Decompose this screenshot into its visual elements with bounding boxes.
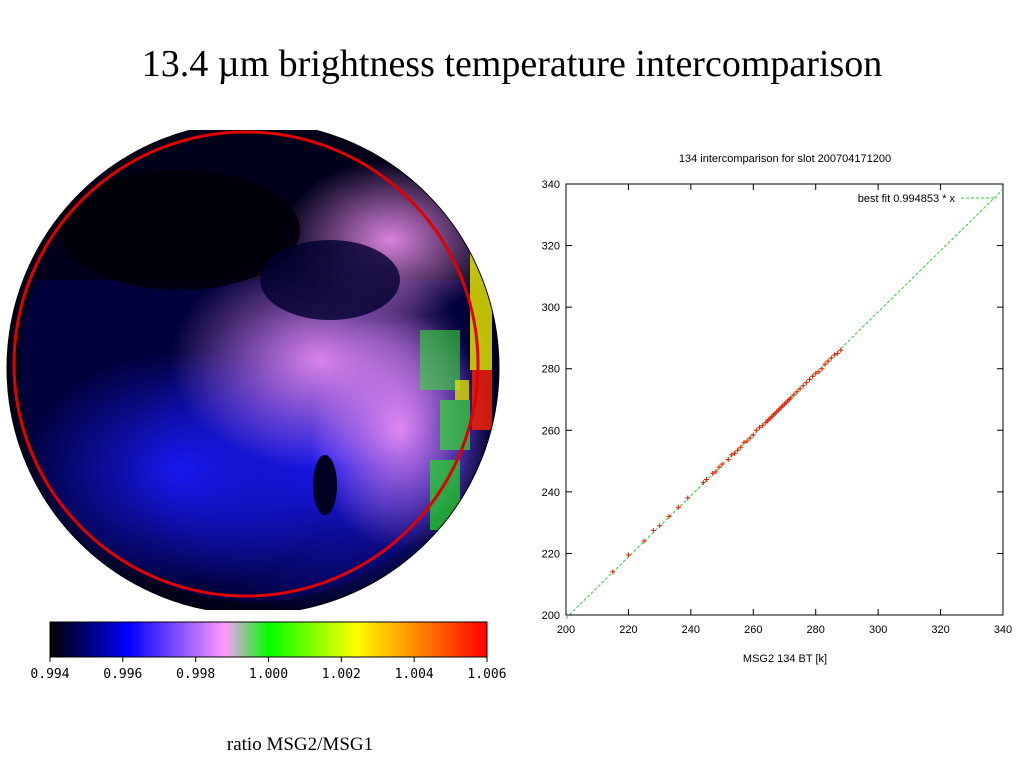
data-point [657,523,663,529]
y-tick-label: 300 [542,302,560,314]
x-axis-label: MSG2 134 BT [k] [743,653,827,665]
colorbar-tick-label: 0.996 [103,667,142,682]
data-point [744,438,750,444]
data-point [641,538,647,544]
x-tick-label: 220 [619,624,637,636]
x-tick-label: 340 [994,624,1012,636]
legend-label: best fit 0.994853 * x [858,193,956,205]
colorbar-tick-label: 1.004 [395,667,434,682]
data-point [803,380,809,386]
data-point [728,452,734,458]
data-point [788,395,794,401]
slide-title: 13.4 µm brightness temperature intercomp… [141,43,883,85]
data-point [685,495,691,501]
data-point [703,477,709,483]
colorbar-tick-label: 1.006 [467,667,506,682]
data-point [838,347,844,353]
colorbar-tick-label: 0.994 [30,667,69,682]
y-tick-label: 220 [542,548,560,560]
data-point [791,392,797,398]
data-point [716,464,722,470]
ratio-caption: ratio MSG2/MSG1 [226,734,374,755]
colorbar: 0.994 0.996 0.998 1.000 1.002 1.004 1.006 [30,621,507,682]
data-point [816,369,822,375]
scatter-chart: 134 intercomparison for slot 20070417120… [542,153,1013,665]
x-tick-label: 280 [807,624,825,636]
data-point [831,352,837,358]
data-point [757,424,763,430]
plot-frame [565,183,1004,616]
x-tick-label: 260 [744,624,762,636]
data-point [666,513,672,519]
disk-field [7,130,499,610]
colorbar-tick-label: 1.000 [249,667,288,682]
x-tick-label: 200 [557,624,575,636]
data-point [713,469,719,475]
data-point [797,386,803,392]
data-point [753,427,759,433]
y-tick-label: 200 [542,610,560,622]
y-tick-label: 340 [542,179,560,191]
chart-title: 134 intercomparison for slot 20070417120… [679,153,891,165]
data-point [835,350,841,356]
data-point [675,504,681,510]
y-tick-label: 260 [542,425,560,437]
data-point [750,432,756,438]
points-group [610,347,844,575]
data-point [700,480,706,486]
data-point [625,552,631,558]
ratio-disk-image [6,130,500,610]
y-tick-label: 240 [542,487,560,499]
data-point [725,457,731,463]
data-point [732,450,738,456]
data-point [819,366,825,372]
data-point [794,389,800,395]
data-point [747,435,753,441]
data-point [741,440,747,446]
axis-ticks: 200 220 240 260 280 300 320 340 200 220 240 260 280 3… [542,179,1013,636]
x-tick-label: 320 [931,624,949,636]
data-point [719,461,725,467]
data-point [822,361,828,367]
y-tick-label: 280 [542,364,560,376]
data-point [610,569,616,575]
data-point [813,370,819,376]
data-point [800,383,806,389]
data-point [760,423,766,429]
colorbar-tick-label: 1.002 [322,667,361,682]
colorbar-ticks: 0.994 0.996 0.998 1.000 1.002 1.004 1.006 [30,657,507,682]
data-point [650,527,656,533]
data-point [806,376,812,382]
data-point [828,355,834,361]
legend: best fit 0.994853 * x [858,193,997,205]
data-point [735,447,741,453]
colorbar-gradient [49,621,488,658]
data-point [825,358,831,364]
data-point [810,373,816,379]
colorbar-tick-label: 0.998 [176,667,215,682]
x-tick-label: 300 [869,624,887,636]
y-tick-label: 320 [542,241,560,253]
data-point [738,444,744,450]
x-tick-label: 240 [682,624,700,636]
ring-outline [12,130,480,598]
data-point [710,470,716,476]
